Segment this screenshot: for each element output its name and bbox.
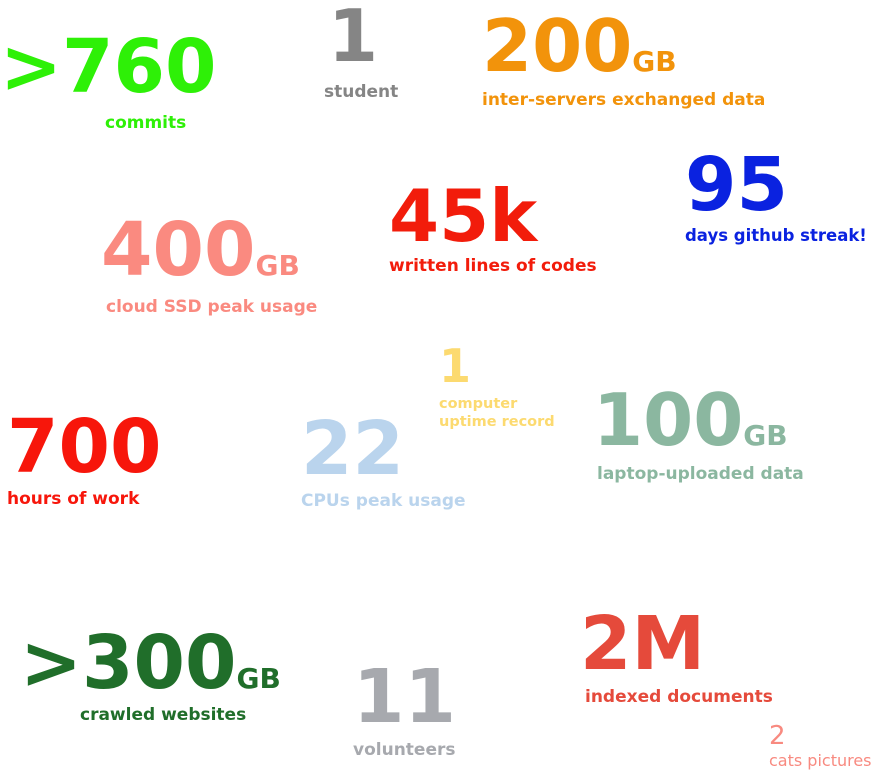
stat-value: 22: [301, 406, 404, 492]
stat-cpu-usage: 22 CPUs peak usage: [301, 412, 466, 511]
stat-value: 95: [685, 142, 788, 228]
stat-value: 11: [353, 654, 456, 740]
stat-label: written lines of codes: [389, 256, 597, 276]
stat-uploaded-data: 100GB laptop-uploaded data: [593, 384, 804, 484]
stat-value: 2: [769, 721, 786, 751]
stat-hours-of-work: 700 hours of work: [7, 410, 161, 509]
stat-value: >300GB: [20, 620, 281, 706]
stat-ssd-usage: 400GB cloud SSD peak usage: [101, 213, 317, 317]
stat-value: >760: [0, 24, 217, 110]
stat-label: laptop-uploaded data: [597, 464, 804, 484]
stat-label: student: [324, 82, 399, 102]
stat-label: indexed documents: [585, 687, 773, 707]
stat-unit: GB: [255, 249, 300, 282]
stat-label: hours of work: [7, 489, 140, 509]
stat-label: cloud SSD peak usage: [106, 297, 318, 317]
stat-value: 2M: [580, 601, 706, 687]
stat-label: commits: [105, 113, 187, 133]
stat-value: 100GB: [593, 378, 788, 462]
stat-student: 1 student: [324, 0, 398, 102]
stat-label: CPUs peak usage: [301, 491, 466, 511]
stat-uptime-record: 1 computer uptime record: [439, 343, 555, 431]
stat-value: 1: [328, 0, 379, 78]
stat-value: 700: [7, 404, 162, 490]
stat-value: 1: [439, 339, 472, 393]
stat-github-streak: 95 days github streak!: [685, 148, 867, 245]
stat-label: cats pictures: [769, 751, 872, 770]
stat-label: inter-servers exchanged data: [482, 90, 766, 110]
stat-label: days github streak!: [685, 226, 867, 245]
stat-cats-pictures: 2 cats pictures: [769, 723, 872, 770]
stat-lines-of-code: 45k written lines of codes: [389, 180, 597, 276]
stat-label-line-1: computer: [439, 396, 518, 412]
stat-label: crawled websites: [80, 705, 247, 725]
stat-volunteers: 11 volunteers: [353, 660, 456, 760]
stat-label-line-2: uptime record: [439, 414, 555, 430]
stat-label: volunteers: [353, 740, 456, 760]
stat-unit: GB: [236, 662, 281, 695]
stat-indexed-documents: 2M indexed documents: [580, 607, 773, 707]
stat-value: 45k: [389, 174, 538, 258]
stat-exchanged-data: 200GB inter-servers exchanged data: [482, 10, 765, 110]
stat-value: 200GB: [482, 4, 677, 88]
stat-crawled-websites: >300GB crawled websites: [20, 626, 320, 725]
stat-commits: >760 commits: [0, 30, 230, 133]
stat-unit: GB: [632, 45, 677, 78]
stat-value: 400GB: [101, 207, 300, 293]
stat-unit: GB: [743, 419, 788, 452]
